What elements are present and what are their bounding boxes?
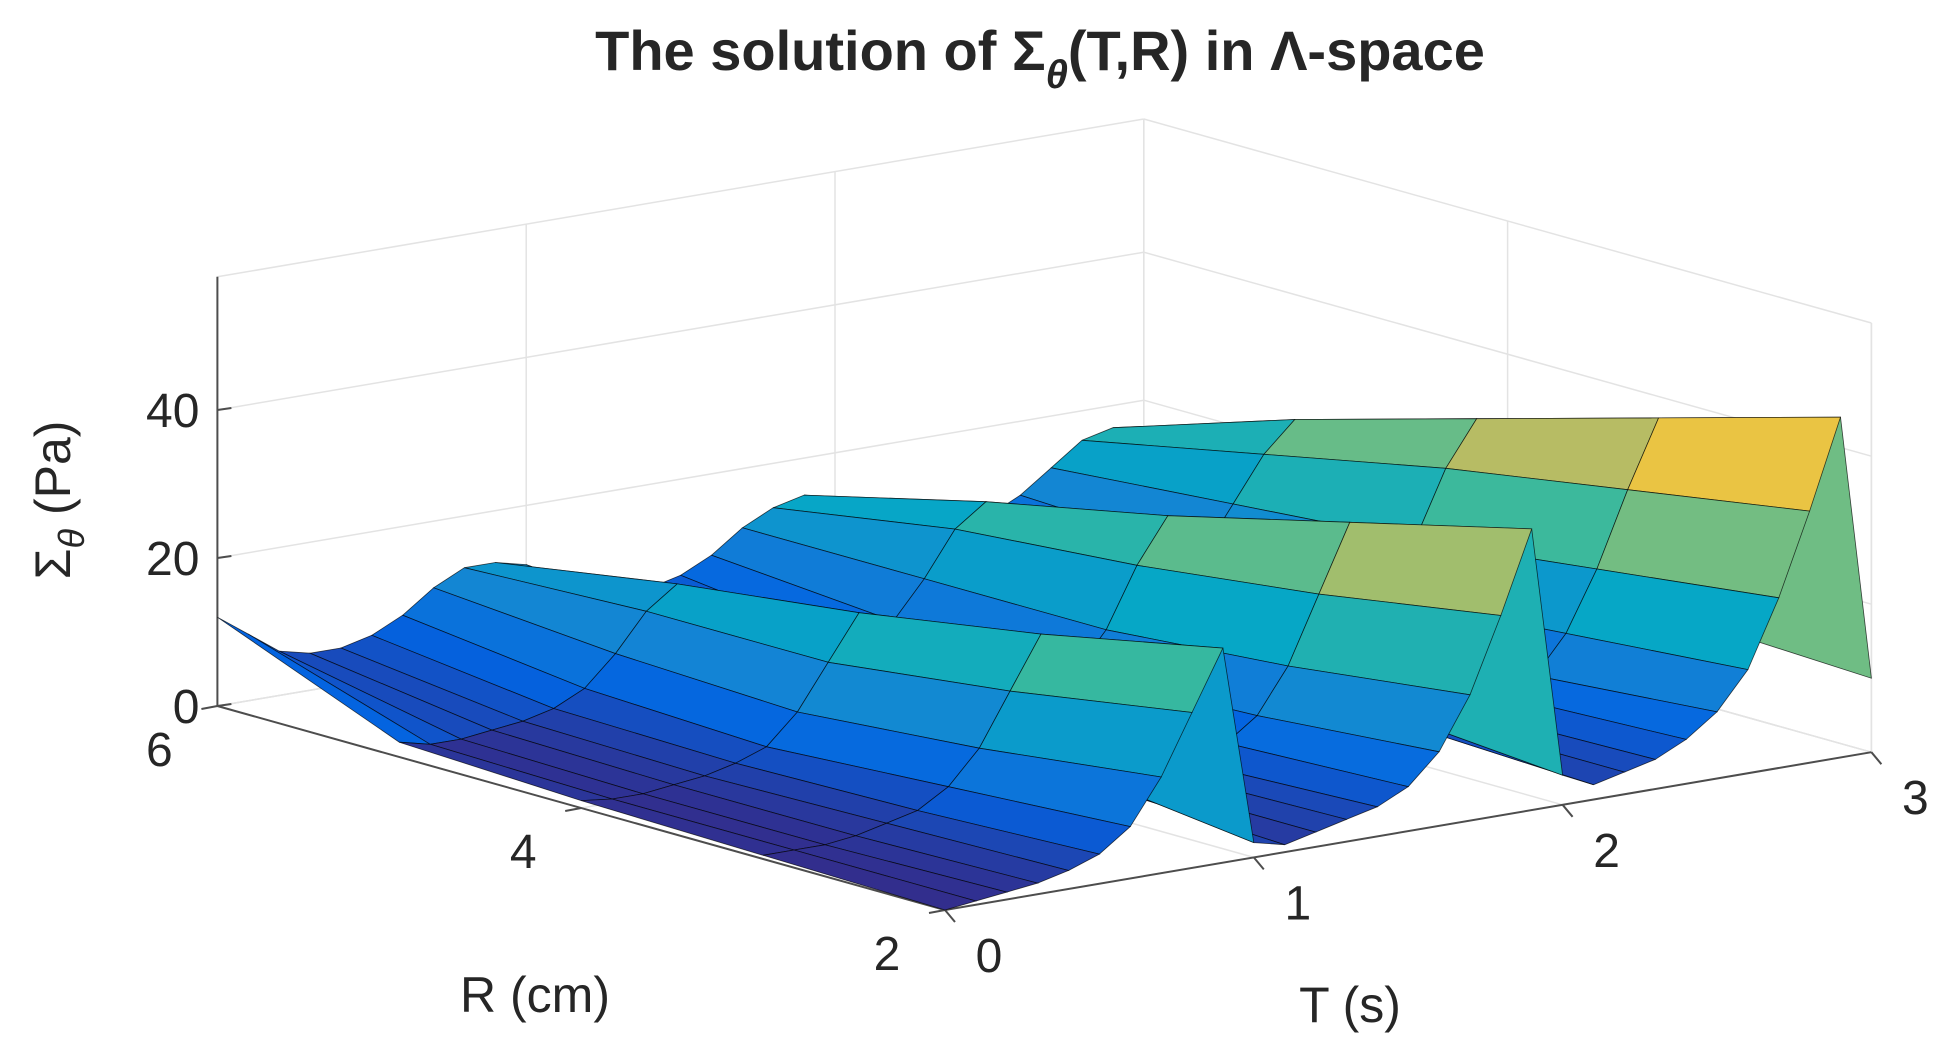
- x-axis-label: T (s): [1299, 977, 1401, 1033]
- box-edge: [217, 118, 1144, 278]
- z-tick-label: 0: [173, 681, 200, 734]
- z-tick-label: 40: [146, 385, 199, 438]
- y-tick: [928, 909, 946, 914]
- x-tick-label: 0: [976, 930, 1003, 983]
- y-axis-label: R (cm): [460, 967, 610, 1023]
- title-part: (T,R) in Λ-space: [1068, 19, 1485, 82]
- y-tick: [565, 807, 582, 812]
- z-tick: [217, 703, 232, 707]
- x-tick-label: 3: [1902, 772, 1929, 825]
- grid-line: [217, 251, 1144, 411]
- y-tick-label: 6: [146, 724, 173, 777]
- z-label-part: (Pa): [25, 421, 81, 529]
- x-tick-label: 1: [1284, 877, 1311, 930]
- x-tick: [1561, 804, 1574, 818]
- x-tick-label: 2: [1593, 825, 1620, 878]
- z-label-subscript: θ: [51, 528, 92, 548]
- y-tick: [201, 705, 218, 710]
- grid-line: [217, 399, 1144, 559]
- x-tick: [1870, 751, 1883, 765]
- z-axis-label: Σθ (Pa): [25, 421, 92, 580]
- z-tick: [217, 407, 232, 411]
- title-subscript: θ: [1046, 53, 1068, 97]
- title-part: The solution of Σ: [595, 19, 1045, 82]
- x-axis-line: [944, 751, 1872, 911]
- x-tick: [944, 909, 956, 923]
- surface-patch: [762, 849, 978, 911]
- y-tick-label: 2: [874, 928, 901, 981]
- y-tick-label: 4: [510, 826, 537, 879]
- z-tick: [217, 555, 232, 559]
- chart-title: The solution of Σθ(T,R) in Λ-space: [595, 19, 1485, 97]
- z-label-part: Σ: [25, 548, 81, 579]
- z-tick-label: 20: [146, 533, 199, 586]
- x-tick: [1253, 856, 1265, 871]
